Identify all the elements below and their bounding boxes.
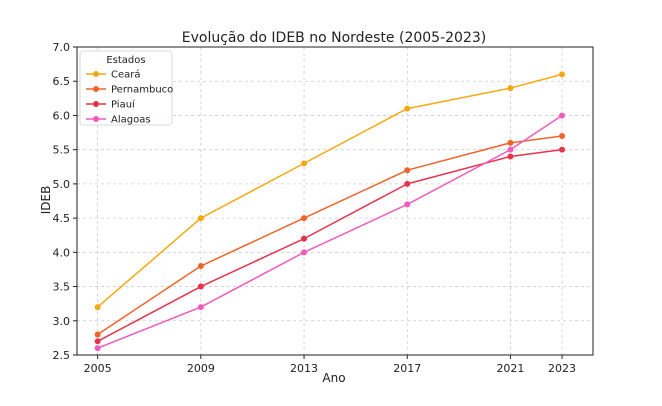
data-point — [197, 304, 204, 311]
series-alagoas — [94, 112, 566, 352]
data-point — [404, 105, 411, 112]
data-point — [197, 215, 204, 222]
data-point — [197, 263, 204, 270]
series-line — [97, 73, 563, 308]
data-point — [404, 167, 411, 174]
x-tick-label: 2009 — [187, 362, 215, 375]
legend-swatch-marker — [93, 116, 99, 122]
y-tick-label: 3.0 — [53, 315, 71, 328]
y-tick-label: 4.0 — [53, 246, 71, 259]
data-point — [94, 331, 101, 338]
series-pernambuco — [94, 132, 566, 338]
y-tick-label: 6.5 — [53, 75, 71, 88]
legend-entry-label: Pernambuco — [111, 85, 173, 96]
x-tick-label: 2021 — [496, 362, 524, 375]
y-tick-label: 2.5 — [53, 349, 71, 362]
series-line — [97, 114, 563, 349]
data-point — [559, 112, 566, 119]
data-point — [507, 146, 514, 153]
data-point — [559, 146, 566, 153]
x-axis-label: Ano — [322, 371, 345, 385]
data-point — [197, 283, 204, 290]
data-point — [301, 160, 308, 167]
data-point — [301, 249, 308, 256]
legend-box — [79, 50, 173, 126]
x-tick-label: 2005 — [84, 362, 112, 375]
data-point — [507, 139, 514, 146]
data-point — [507, 153, 514, 160]
legend: Estados Ceará Pernambuco Piauí Alagoas — [79, 50, 173, 126]
x-tick-label: 2023 — [548, 362, 576, 375]
chart-title: Evolução do IDEB no Nordeste (2005-2023) — [182, 30, 486, 46]
data-point — [404, 180, 411, 187]
legend-swatch-marker — [93, 71, 99, 77]
data-point — [507, 85, 514, 92]
y-tick-label: 3.5 — [53, 281, 71, 294]
x-tick-label: 2013 — [290, 362, 318, 375]
data-point — [94, 338, 101, 345]
y-tick-label: 7.0 — [53, 41, 71, 54]
y-axis-ticks: 2.5 3.0 3.5 4.0 4.5 5.0 5.5 6.0 6.5 7.0 — [53, 41, 77, 362]
data-point — [559, 132, 566, 139]
x-axis-ticks: 2005 2009 2013 2017 2021 2023 — [84, 355, 576, 375]
data-point — [94, 345, 101, 352]
y-tick-label: 4.5 — [53, 212, 71, 225]
series-line — [97, 135, 563, 336]
data-point — [301, 215, 308, 222]
y-tick-label: 5.5 — [53, 144, 71, 157]
legend-title: Estados — [106, 55, 145, 66]
data-point — [94, 304, 101, 311]
axes-frame — [76, 46, 594, 356]
data-point — [559, 71, 566, 78]
series-piaui — [94, 146, 566, 345]
legend-entry-label: Piauí — [111, 99, 136, 111]
plot-area-border — [76, 46, 594, 356]
legend-swatch-marker — [93, 86, 99, 92]
series-lines — [94, 71, 566, 352]
x-tick-label: 2017 — [393, 362, 421, 375]
data-point — [404, 201, 411, 208]
legend-entry-label: Alagoas — [111, 115, 151, 126]
y-axis-label: IDEB — [39, 186, 53, 215]
legend-swatch-marker — [93, 101, 99, 107]
series-line — [97, 148, 563, 342]
y-tick-label: 5.0 — [53, 178, 71, 191]
y-tick-label: 6.0 — [53, 109, 71, 122]
series-ceara — [94, 71, 566, 311]
data-point — [301, 235, 308, 242]
legend-entry-label: Ceará — [111, 69, 141, 81]
